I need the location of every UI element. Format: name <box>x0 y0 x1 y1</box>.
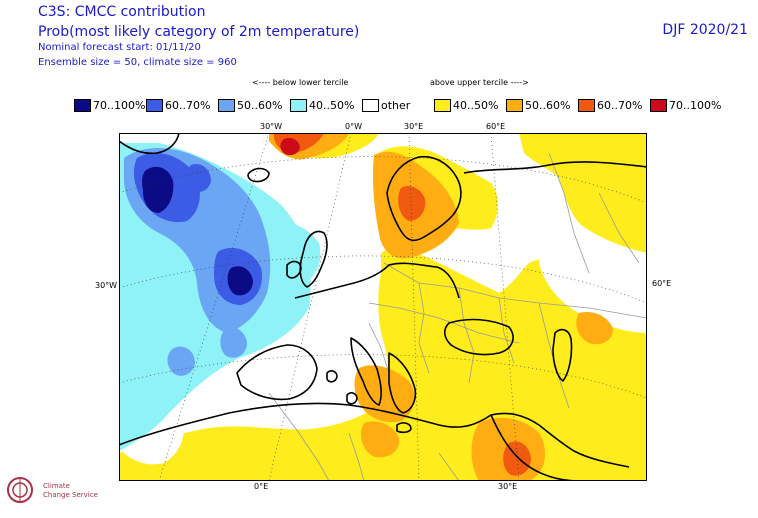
other-region <box>504 161 551 219</box>
ensemble-size-text: Ensemble size = 50, climate size = 960 <box>38 57 237 68</box>
legend-swatch <box>218 98 235 112</box>
below-50-60-region <box>220 327 247 358</box>
legend-label: 60..70% <box>165 98 211 112</box>
legend-label: 50..60% <box>525 98 571 112</box>
below-70-100-region <box>142 166 174 213</box>
title-line2: Prob(most likely category of 2m temperat… <box>38 24 360 40</box>
axis-label-bottom: 0°E <box>254 482 269 491</box>
legend-swatch <box>74 98 91 112</box>
legend-label: 40..50% <box>453 98 499 112</box>
title-line1: C3S: CMCC contribution <box>38 4 206 20</box>
legend-item-below-40-50: 40..50% <box>290 97 354 113</box>
legend-swatch <box>434 98 451 112</box>
legend-item-above-70-100: 70..100% <box>650 97 721 113</box>
coastlines <box>119 133 647 481</box>
below-40-50-region <box>265 221 321 285</box>
other-region <box>296 166 356 240</box>
legend-label: 70..100% <box>669 98 722 112</box>
axis-label-top: 60°E <box>486 122 506 131</box>
logo-text-line1: Climate <box>43 482 70 490</box>
below-50-60-region <box>167 346 195 376</box>
legend-label: 60..70% <box>597 98 643 112</box>
above-60-70-region <box>503 441 531 476</box>
above-50-60-region <box>576 311 613 345</box>
above-60-70-region <box>398 186 426 221</box>
legend-swatch <box>650 98 667 112</box>
below-60-70-region <box>186 163 211 192</box>
legend-label: 70..100% <box>93 98 146 112</box>
map-frame <box>119 133 647 481</box>
legend-swatch <box>290 98 307 112</box>
above-70-100-region <box>280 137 300 156</box>
copernicus-logo-icon: Climate Change Service <box>7 477 98 503</box>
legend-item-below-50-60: 50..60% <box>218 97 282 113</box>
below-70-100-region <box>227 266 253 296</box>
legend-item-below-70-100: 70..100% <box>74 97 145 113</box>
above-50-60-region <box>361 421 400 458</box>
other-region <box>539 247 647 333</box>
below-tercile-header: <---- below lower tercile <box>252 78 349 87</box>
graticule <box>119 133 647 481</box>
legend-label: 50..60% <box>237 98 283 112</box>
legend-swatch <box>362 98 379 112</box>
legend-label: 40..50% <box>309 98 355 112</box>
legend-item-above-50-60: 50..60% <box>506 97 570 113</box>
probability-map <box>119 133 647 481</box>
legend-item-above-40-50: 40..50% <box>434 97 498 113</box>
forecast-start-text: Nominal forecast start: 01/11/20 <box>38 42 201 53</box>
legend-swatch <box>506 98 523 112</box>
legend-swatch <box>146 98 163 112</box>
logo-text-line2: Change Service <box>43 491 98 499</box>
axis-label-right: 60°E <box>652 279 672 288</box>
legend-item-below-60-70: 60..70% <box>146 97 210 113</box>
legend-swatch <box>578 98 595 112</box>
legend-item-other: other <box>362 97 410 113</box>
legend-label: other <box>381 98 411 112</box>
axis-label-top: 30°E <box>404 122 424 131</box>
axis-label-top: 0°W <box>345 122 362 131</box>
axis-label-bottom: 30°E <box>498 482 518 491</box>
season-label: DJF 2020/21 <box>662 22 748 38</box>
above-tercile-header: above upper tercile ----> <box>430 78 529 87</box>
axis-label-top: 30°W <box>260 122 283 131</box>
axis-label-left: 30°W <box>95 281 118 290</box>
legend-item-above-60-70: 60..70% <box>578 97 642 113</box>
